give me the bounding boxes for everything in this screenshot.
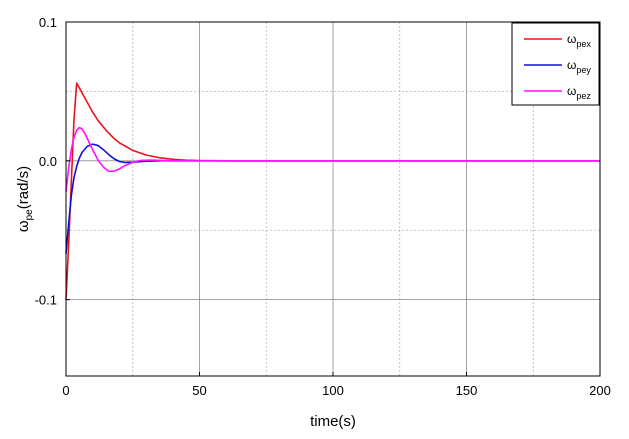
x-tick-label: 100 <box>322 383 344 398</box>
y-axis-label-unit: (rad/s) <box>15 166 32 209</box>
y-axis-label-symbol: ω <box>15 220 32 232</box>
legend-entry-pey: ωpey <box>524 58 591 75</box>
legend-label: ωpey <box>567 58 591 75</box>
x-tick-label: 50 <box>192 383 206 398</box>
legend-label-symbol: ω <box>567 32 576 46</box>
y-tick-label: 0.0 <box>39 154 57 169</box>
legend-label-symbol: ω <box>567 58 576 72</box>
x-tick-label: 150 <box>456 383 478 398</box>
series-layer <box>65 82 600 300</box>
y-axis-label-subscript: pe <box>24 209 35 221</box>
legend-entry-pex: ωpex <box>524 32 591 49</box>
series-line-pez <box>65 126 600 192</box>
legend-label-symbol: ω <box>567 84 576 98</box>
y-axis-label: ωpe(rad/s) <box>15 166 35 232</box>
x-axis-label: time(s) <box>310 413 356 430</box>
legend-label-subscript: pex <box>576 39 591 49</box>
legend-entry-pez: ωpez <box>524 84 591 101</box>
legend-label: ωpex <box>567 32 591 49</box>
x-tick-label: 0 <box>62 383 69 398</box>
y-tick-labels: -0.1 0.0 0.1 <box>35 15 57 308</box>
legend-label-subscript: pez <box>576 91 591 101</box>
tick-marks <box>65 21 601 376</box>
y-tick-label: 0.1 <box>39 15 57 30</box>
x-tick-labels: 0 50 100 150 200 <box>62 383 610 398</box>
legend-label-subscript: pey <box>576 65 591 75</box>
legend-label: ωpez <box>567 84 591 101</box>
x-tick-label: 200 <box>589 383 611 398</box>
y-tick-label: -0.1 <box>35 293 57 308</box>
